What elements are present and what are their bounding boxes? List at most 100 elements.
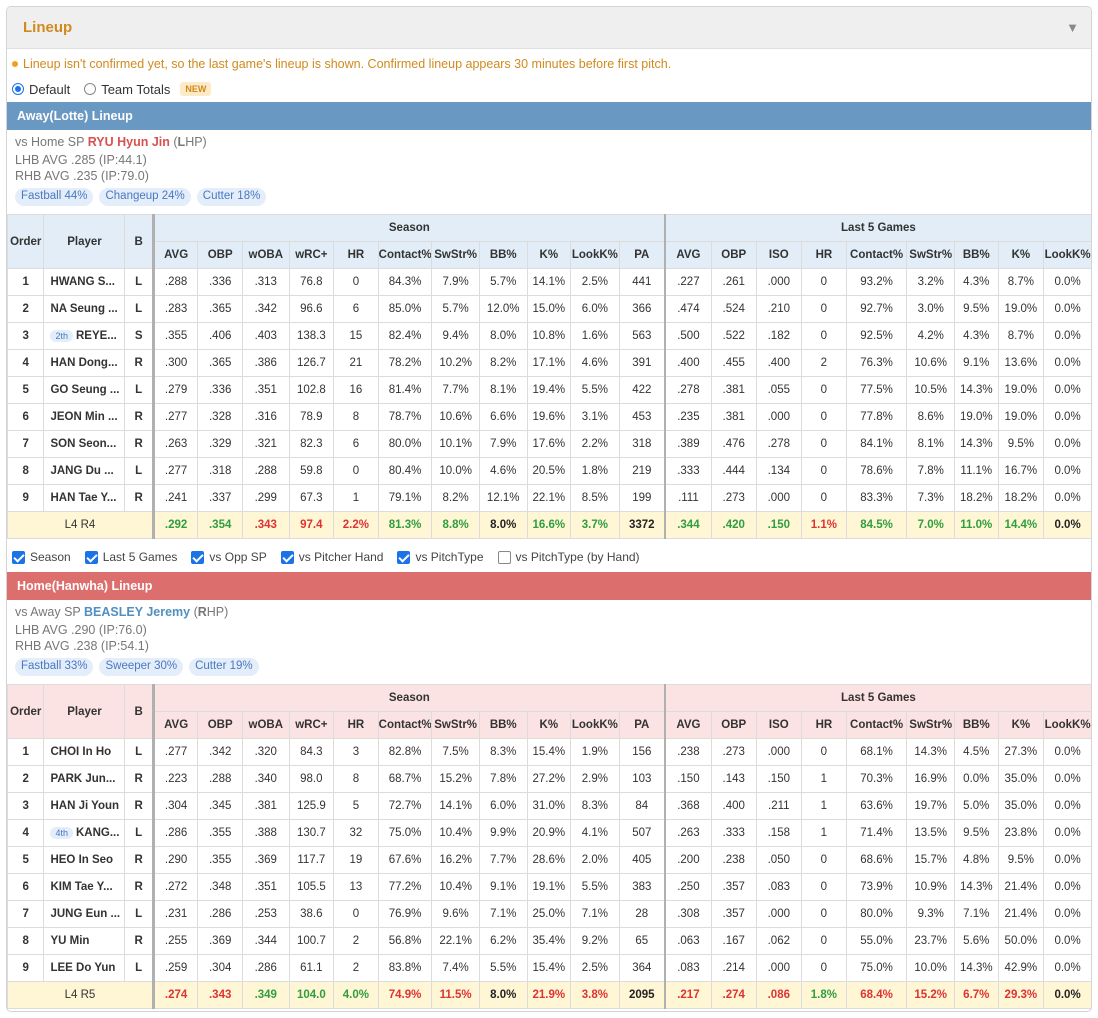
away-pitch-chip[interactable]: Changeup 24% — [99, 188, 191, 206]
player-cell[interactable]: KIM Tae Y... — [43, 873, 126, 901]
player-cell[interactable]: 2th REYE... — [43, 322, 126, 350]
table-row[interactable]: 7 SON Seon... R .263.329.321 82.3 6 80.0% 10.1%… — [7, 430, 1091, 458]
home-pitch-chip[interactable]: Fastball 33% — [15, 658, 94, 676]
col-season-stat[interactable]: K% — [526, 711, 572, 739]
col-last5-stat[interactable]: LookK% — [1043, 711, 1091, 739]
player-cell[interactable]: HAN Dong... — [43, 349, 126, 377]
lineup-header[interactable]: Lineup ▼ — [7, 7, 1091, 49]
player-name[interactable]: GO Seung ... — [50, 384, 120, 396]
col-season-stat[interactable]: wOBA — [241, 711, 290, 739]
home-pitch-chip[interactable]: Sweeper 30% — [99, 658, 184, 676]
player-cell[interactable]: NA Seung ... — [43, 295, 126, 323]
filter-checkbox[interactable]: vs PitchType — [397, 550, 484, 564]
table-row[interactable]: 6 JEON Min ... R .277.328.316 78.9 8 78.7% 10.6… — [7, 403, 1091, 431]
table-row[interactable]: 5 GO Seung ... L .279.336.351 102.8 16 81.4% 7.… — [7, 376, 1091, 404]
player-cell[interactable]: JANG Du ... — [43, 457, 126, 485]
col-season-stat[interactable]: BB% — [478, 711, 528, 739]
col-season-stat[interactable]: PA — [618, 241, 666, 269]
table-row[interactable]: 8 YU Min R .255.369.344 100.7 2 56.8% 22.1% 6.2%… — [7, 927, 1091, 955]
col-season-stat[interactable]: OBP — [197, 241, 243, 269]
filter-checkbox[interactable]: vs Pitcher Hand — [280, 550, 383, 564]
checkbox-icon[interactable] — [84, 550, 98, 564]
checkbox-icon[interactable] — [397, 550, 411, 564]
col-season-stat[interactable]: SwStr% — [431, 241, 480, 269]
col-last5-stat[interactable]: AVG — [663, 241, 712, 269]
player-name[interactable]: HAN Dong... — [50, 357, 118, 369]
player-name[interactable]: SON Seon... — [50, 438, 117, 450]
player-cell[interactable]: SON Seon... — [43, 430, 126, 458]
col-season-stat[interactable]: HR — [333, 711, 379, 739]
player-cell[interactable]: JUNG Eun ... — [43, 900, 126, 928]
player-cell[interactable]: HAN Tae Y... — [43, 484, 126, 512]
col-last5-stat[interactable]: SwStr% — [906, 241, 956, 269]
table-row[interactable]: 3 HAN Ji Youn R .304.345.381 125.9 5 72.7% 14.1… — [7, 792, 1091, 820]
table-row[interactable]: 2 PARK Jun... R .223.288.340 98.0 8 68.7% 15.2%… — [7, 765, 1091, 793]
table-row[interactable]: 1 CHOI In Ho L .277.342.320 84.3 3 82.8% 7.5% 8.… — [7, 738, 1091, 766]
player-cell[interactable]: JEON Min ... — [43, 403, 126, 431]
away-pitch-chip[interactable]: Fastball 44% — [15, 188, 94, 206]
col-last5-stat[interactable]: BB% — [954, 711, 999, 739]
player-name[interactable]: HWANG S... — [50, 276, 115, 288]
col-season-stat[interactable]: LookK% — [570, 711, 620, 739]
col-last5-stat[interactable]: BB% — [954, 241, 999, 269]
player-name[interactable]: HAN Tae Y... — [50, 492, 117, 504]
col-season-stat[interactable]: PA — [618, 711, 666, 739]
filter-checkbox[interactable]: Season — [12, 550, 71, 564]
col-last5-stat[interactable]: AVG — [663, 711, 712, 739]
col-season-stat[interactable]: AVG — [151, 241, 199, 269]
col-last5-stat[interactable]: ISO — [755, 241, 803, 269]
radio-default-circle[interactable] — [12, 83, 24, 95]
col-last5-stat[interactable]: SwStr% — [906, 711, 956, 739]
table-row[interactable]: 6 KIM Tae Y... R .272.348.351 105.5 13 77.2% 10… — [7, 873, 1091, 901]
checkbox-icon[interactable] — [280, 550, 294, 564]
col-season-stat[interactable]: wRC+ — [288, 241, 335, 269]
table-row[interactable]: 2 NA Seung ... L .283.365.342 96.6 6 85.0% 5.7%… — [7, 295, 1091, 323]
col-last5-stat[interactable]: K% — [997, 241, 1045, 269]
home-sp-name[interactable]: BEASLEY Jeremy — [84, 605, 191, 619]
col-last5-stat[interactable]: Contact% — [845, 711, 908, 739]
table-row[interactable]: 7 JUNG Eun ... L .231.286.253 38.6 0 76.9% 9.6%… — [7, 900, 1091, 928]
table-row[interactable]: 8 JANG Du ... L .277.318.288 59.8 0 80.4% 10.0%… — [7, 457, 1091, 485]
col-season-stat[interactable]: Contact% — [377, 711, 433, 739]
col-season-stat[interactable]: wOBA — [241, 241, 290, 269]
col-season-stat[interactable]: SwStr% — [431, 711, 480, 739]
col-last5-stat[interactable]: OBP — [710, 241, 757, 269]
player-name[interactable]: JEON Min ... — [50, 411, 118, 423]
table-row[interactable]: 5 HEO In Seo R .290.355.369 117.7 19 67.6% 16.2… — [7, 846, 1091, 874]
checkbox-icon[interactable] — [191, 550, 205, 564]
col-season-stat[interactable]: OBP — [197, 711, 243, 739]
col-season-stat[interactable]: wRC+ — [288, 711, 335, 739]
col-season-stat[interactable]: HR — [333, 241, 379, 269]
table-row[interactable]: 9 HAN Tae Y... R .241.337.299 67.3 1 79.1% 8.2%… — [7, 484, 1091, 512]
col-last5-stat[interactable]: HR — [801, 241, 847, 269]
player-cell[interactable]: HAN Ji Youn — [43, 792, 126, 820]
away-sp-name[interactable]: RYU Hyun Jin — [87, 135, 170, 149]
player-cell[interactable]: LEE Do Yun — [43, 954, 126, 982]
col-season-stat[interactable]: LookK% — [570, 241, 620, 269]
player-cell[interactable]: HWANG S... — [43, 268, 126, 296]
col-season-stat[interactable]: AVG — [151, 711, 199, 739]
player-name[interactable]: KANG... — [75, 827, 120, 839]
player-cell[interactable]: 4th KANG... — [43, 819, 126, 847]
table-row[interactable]: 1 HWANG S... L .288.336.313 76.8 0 84.3% 7.9% 5.… — [7, 268, 1091, 296]
radio-team-totals[interactable]: Team Totals — [84, 82, 170, 97]
player-name[interactable]: PARK Jun... — [50, 773, 116, 785]
player-cell[interactable]: PARK Jun... — [43, 765, 126, 793]
radio-team-totals-circle[interactable] — [84, 83, 97, 95]
filter-checkbox[interactable]: vs Opp SP — [191, 550, 267, 564]
table-row[interactable]: 3 2th REYE... S .355.406.403 138.3 15 82.4% 9.4%… — [7, 322, 1091, 350]
home-pitch-chip[interactable]: Cutter 19% — [189, 658, 259, 676]
col-last5-stat[interactable]: ISO — [755, 711, 803, 739]
col-season-stat[interactable]: BB% — [478, 241, 528, 269]
player-name[interactable]: YU Min — [50, 935, 90, 947]
player-name[interactable]: NA Seung ... — [50, 303, 118, 315]
player-name[interactable]: JUNG Eun ... — [50, 908, 121, 920]
player-cell[interactable]: YU Min — [43, 927, 126, 955]
away-pitch-chip[interactable]: Cutter 18% — [196, 188, 267, 206]
col-last5-stat[interactable]: K% — [997, 711, 1045, 739]
player-cell[interactable]: HEO In Seo — [43, 846, 126, 874]
filter-checkbox[interactable]: Last 5 Games — [84, 550, 177, 564]
player-name[interactable]: CHOI In Ho — [50, 746, 112, 758]
col-last5-stat[interactable]: HR — [801, 711, 847, 739]
checkbox-icon[interactable] — [12, 550, 25, 564]
